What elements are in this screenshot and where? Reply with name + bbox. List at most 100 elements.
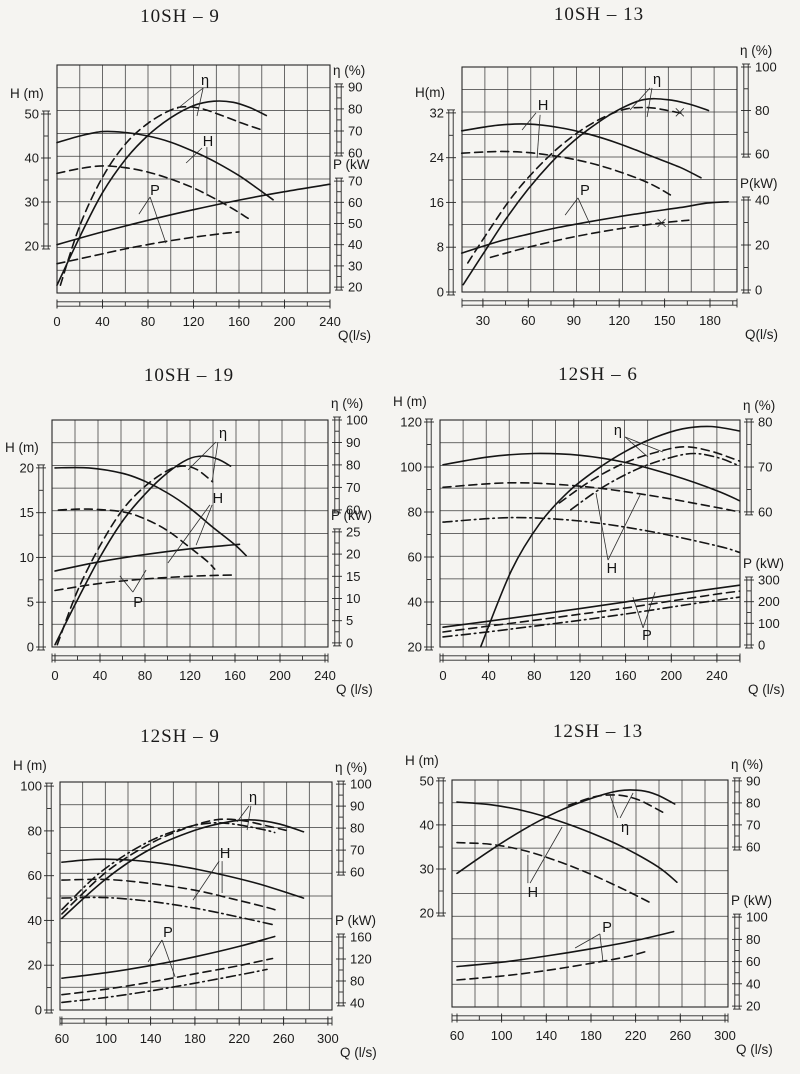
curve-label-leader <box>119 575 134 593</box>
y-tick-label-eta: 80 <box>746 795 760 810</box>
x-tick-label: 60 <box>450 1028 464 1043</box>
x-tick-label: 240 <box>706 668 728 683</box>
axis-ruler-P <box>332 528 342 647</box>
y-tick-label-H: 100 <box>20 779 42 794</box>
y-tick-label-P: 80 <box>350 974 364 989</box>
curve-label-leader <box>176 87 204 110</box>
x-tick-label: 180 <box>699 313 721 328</box>
axis-title-eta: η (%) <box>335 760 367 775</box>
y-tick-label-H: 20 <box>20 460 34 475</box>
curve-P-dashed <box>456 950 649 981</box>
x-tick-label: 0 <box>51 668 58 683</box>
axis-title-eta: η (%) <box>743 398 775 413</box>
curve-P-dashed <box>442 590 741 633</box>
x-tick-label: 180 <box>580 1028 602 1043</box>
x-tick-label: 160 <box>224 668 246 683</box>
y-tick-label-eta: 90 <box>350 799 364 814</box>
x-axis-title: Q (l/s) <box>736 1042 773 1057</box>
curve-label-1: H <box>528 885 538 901</box>
curve-label-leader <box>246 805 252 831</box>
y-tick-label-P: 40 <box>755 193 769 208</box>
axis-title-H: H (m) <box>13 758 47 773</box>
y-tick-label-P: 30 <box>348 258 362 273</box>
x-tick-label: 160 <box>615 668 637 683</box>
x-tick-label: 200 <box>660 668 682 683</box>
axis-ruler-P <box>741 196 751 294</box>
x-tick-label: 40 <box>481 668 495 683</box>
y-tick-label-H: 60 <box>28 868 42 883</box>
y-tick-label-eta: 70 <box>746 817 760 832</box>
y-tick-label-P: 40 <box>746 976 760 991</box>
curve-P-solid <box>460 201 729 254</box>
axis-ruler-H <box>446 109 456 296</box>
curve-label-1: η <box>653 72 661 88</box>
curve-eta-dashed <box>467 106 686 264</box>
x-tick-label: 260 <box>669 1028 691 1043</box>
axis-title-H: H (m) <box>405 753 439 768</box>
x-tick-label: 60 <box>521 313 535 328</box>
x-axis-title: Q(l/s) <box>338 328 371 343</box>
curve-eta-dashed <box>59 105 263 286</box>
curve-label-leader <box>607 494 641 561</box>
curve-H-solid <box>456 801 678 883</box>
curve-label-leader <box>196 87 204 117</box>
plot-grid <box>57 65 330 293</box>
y-tick-label-P: 100 <box>746 910 768 925</box>
x-tick-label: 120 <box>569 668 591 683</box>
y-tick-label-eta: 80 <box>348 101 362 116</box>
curve-label-leader <box>624 436 664 453</box>
curve-H-solid <box>442 452 741 502</box>
axis-title-P: P (kW) <box>331 508 372 523</box>
x-tick-label: 30 <box>476 313 490 328</box>
x-tick-label: 300 <box>317 1031 339 1046</box>
curves <box>456 789 678 981</box>
y-tick-label-H: 5 <box>27 595 34 610</box>
curve-label-leader <box>138 196 151 215</box>
curve-label-leader <box>149 196 167 244</box>
chart-title: 12SH – 9 <box>140 726 220 747</box>
y-tick-label-H: 100 <box>400 460 422 475</box>
y-tick-label-eta: 80 <box>755 103 769 118</box>
y-tick-label-P: 60 <box>746 954 760 969</box>
axis-ruler-eta <box>741 63 751 158</box>
line <box>675 108 685 117</box>
axis-ruler-eta <box>732 777 742 851</box>
chart-title: 12SH – 13 <box>553 721 643 742</box>
x-tick-label: 90 <box>567 313 581 328</box>
y-tick-label-H: 80 <box>408 505 422 520</box>
curve-label-0: η <box>614 423 622 439</box>
y-tick-label-P: 40 <box>348 237 362 252</box>
curve-eta-dashed <box>61 818 287 915</box>
x-tick-label: 220 <box>625 1028 647 1043</box>
curve-eta-solid <box>456 789 676 875</box>
x-tick-label: 100 <box>95 1031 117 1046</box>
curve-label-2: P <box>580 183 590 199</box>
y-tick-label-H: 40 <box>420 817 434 832</box>
curve-label-leader <box>185 147 203 164</box>
y-tick-label-H: 20 <box>420 906 434 921</box>
y-tick-label-eta: 70 <box>758 460 772 475</box>
plot-grid <box>52 420 328 647</box>
y-tick-label-eta: 60 <box>755 147 769 162</box>
curve-eta-solid <box>56 100 268 286</box>
axis-title-P: P(kW) <box>740 176 778 191</box>
y-tick-label-P: 60 <box>348 195 362 210</box>
y-tick-label-P: 0 <box>755 283 762 298</box>
curve-P-dashed <box>54 574 234 592</box>
curve-label-0: η <box>201 73 209 89</box>
curve-P-solid <box>442 584 741 628</box>
curve-label-leader <box>642 591 656 629</box>
curve-label-leader <box>619 792 634 819</box>
y-tick-label-H: 20 <box>28 958 42 973</box>
curve-P-dashdot <box>61 968 268 1004</box>
x-tick-label: 80 <box>138 668 152 683</box>
curve-label-2: P <box>602 920 612 936</box>
axis-title-H: H (m) <box>393 394 427 409</box>
y-tick-label-H: 0 <box>35 1003 42 1018</box>
x-tick-label: 100 <box>491 1028 513 1043</box>
x-axis-ruler <box>51 653 329 663</box>
curves <box>460 97 729 286</box>
axis-title-P: P (kW) <box>335 913 376 928</box>
